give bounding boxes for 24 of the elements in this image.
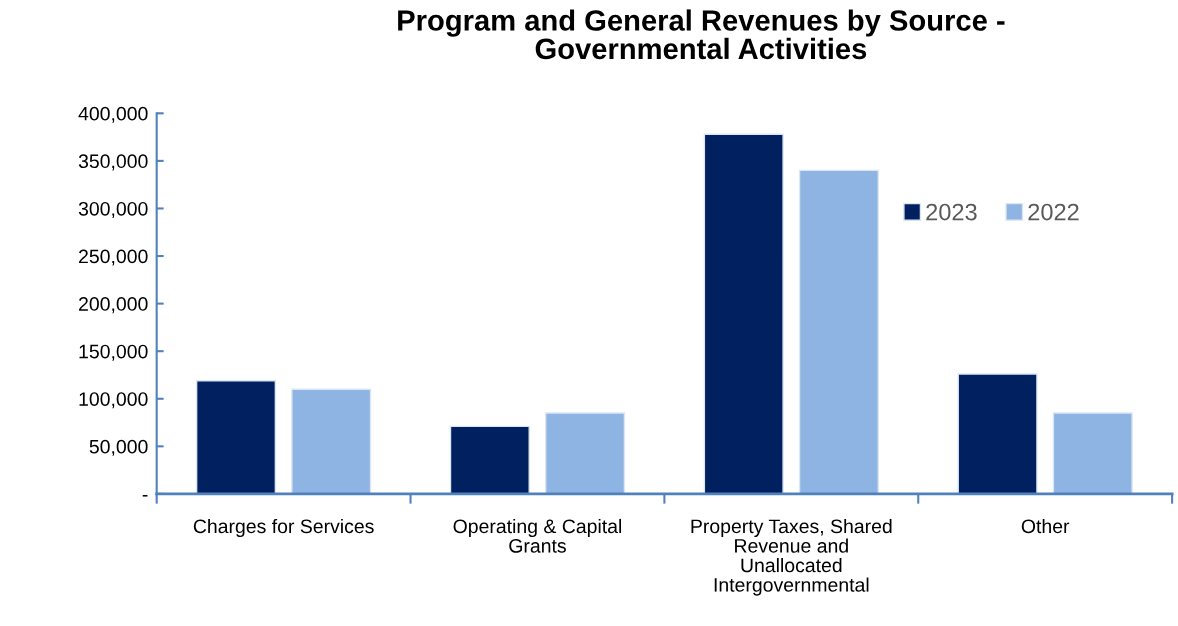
y-tick-label: 300,000 (78, 201, 148, 218)
bar (545, 412, 626, 494)
x-tick-label: Operating & Capital Grants (453, 518, 622, 553)
y-tick-label: 250,000 (79, 249, 148, 266)
bar (1052, 412, 1133, 494)
x-tick-label: Property Taxes, Shared Revenue and Unallocated Intergovernmental (691, 518, 892, 596)
bar (291, 388, 372, 494)
x-tick-label: Charges for Services (193, 518, 374, 538)
legend-label: 2023 (926, 203, 977, 221)
x-tick-label: Other (1021, 518, 1070, 534)
bar (798, 169, 879, 494)
y-tick-label: 50,000 (89, 439, 148, 456)
bar (957, 373, 1038, 494)
y-tick-label: - (142, 495, 148, 497)
y-tick-label: 350,000 (78, 154, 148, 171)
y-tick-label: 150,000 (79, 344, 148, 361)
bar (195, 379, 277, 494)
y-tick-label: 100,000 (79, 392, 148, 409)
y-tick-label: 200,000 (79, 297, 148, 314)
bar (449, 425, 530, 494)
bar (703, 133, 784, 494)
legend-label: 2022 (1028, 203, 1079, 221)
chart-title: Program and General Revenues by Source - Governmental Activities (398, 9, 1005, 60)
y-tick-label: 400,000 (78, 106, 148, 123)
